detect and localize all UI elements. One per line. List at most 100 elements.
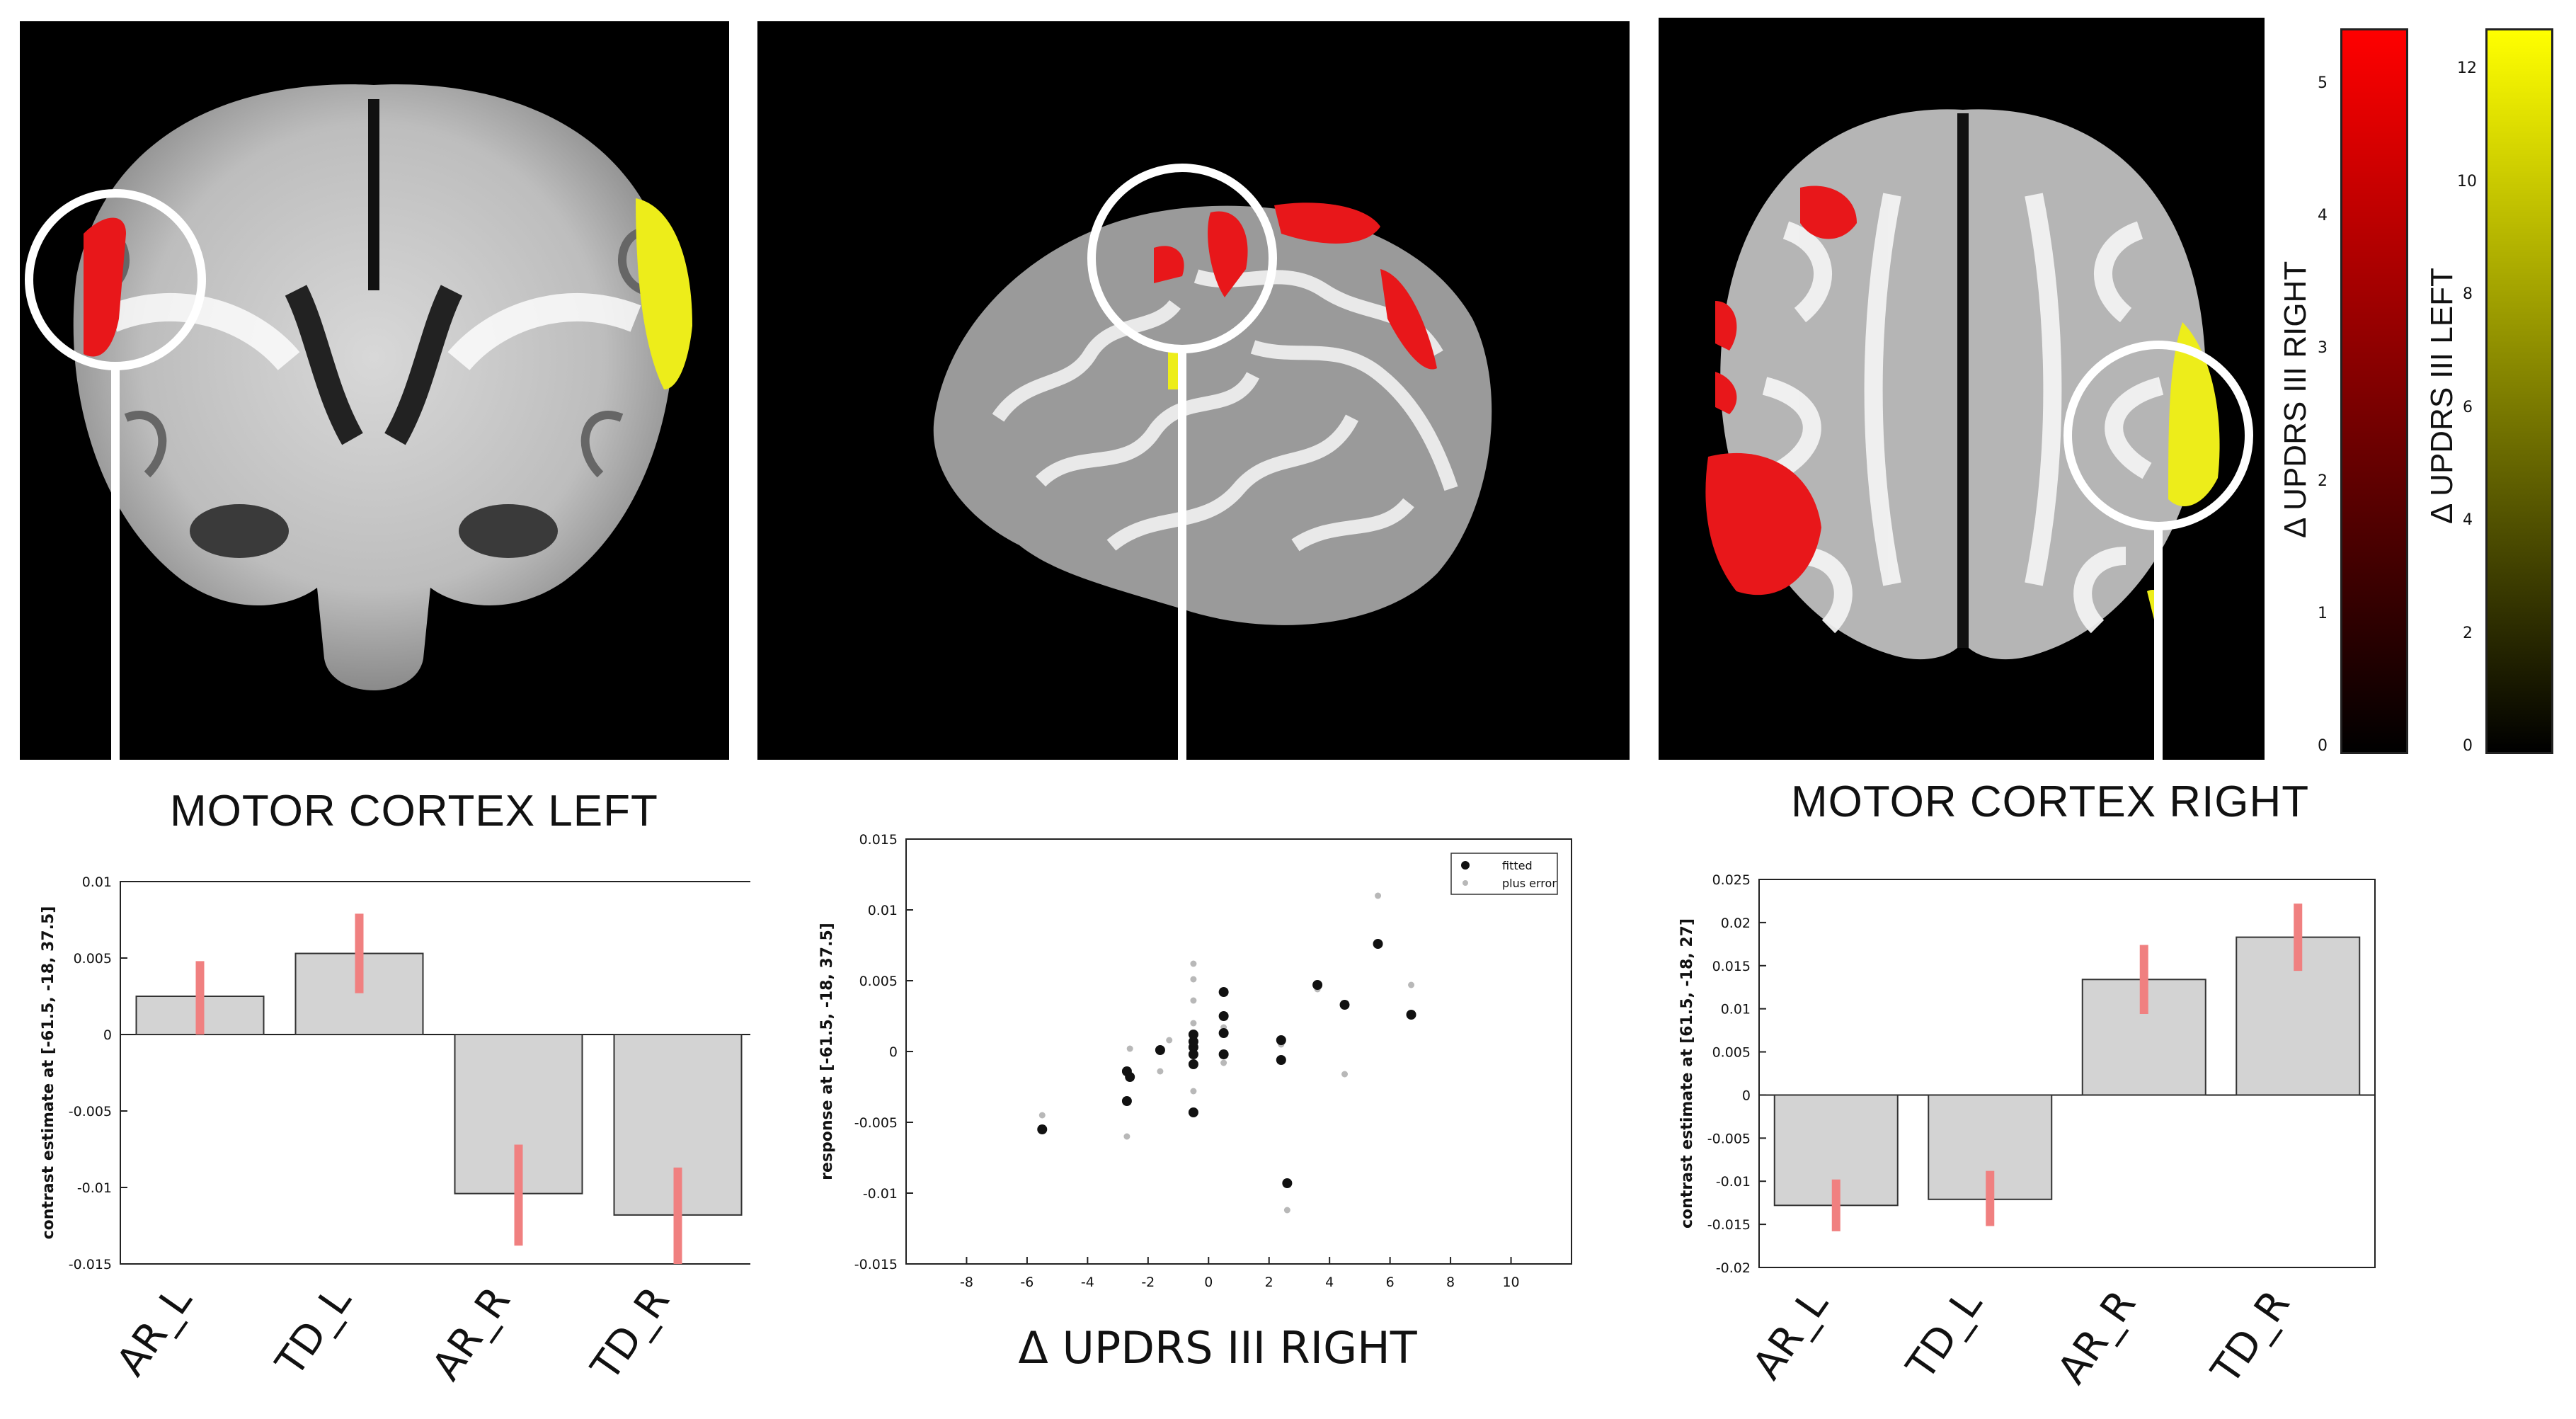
point-plus-error: [1283, 1207, 1290, 1214]
colorbar-tick-label: 12: [2457, 59, 2477, 78]
colorbar-tick-label: 2: [2318, 472, 2328, 490]
y-axis-label: contrast estimate at [61.5, -18, 27]: [1678, 918, 1696, 1229]
x-category-label: AR_R: [2049, 1282, 2145, 1392]
x-tick-label: 2: [1265, 1275, 1273, 1290]
y-tick-label: 0.02: [1721, 916, 1751, 931]
point-plus-error: [1157, 1068, 1164, 1075]
point-plus-error: [1408, 981, 1415, 988]
y-tick-label: -0.005: [854, 1115, 898, 1131]
point-fitted: [1121, 1096, 1132, 1106]
colorbar-yellow: [2485, 28, 2553, 754]
y-tick-label: 0.015: [859, 832, 898, 848]
point-fitted: [1276, 1055, 1286, 1065]
colorbar-tick-label: 6: [2463, 398, 2473, 416]
x-category-label: TD_L: [1898, 1282, 1991, 1389]
plot-frame: [1758, 879, 2376, 1268]
colorbar-tick-label: 2: [2463, 624, 2473, 642]
y-tick-label: 0: [1742, 1088, 1751, 1103]
x-tick-label: 8: [1446, 1275, 1455, 1290]
colorbar-yellow-label: Δ UPDRS III LEFT: [2425, 268, 2459, 524]
colorbar-tick-label: 10: [2457, 172, 2477, 190]
sagittal-brain-panel: [757, 21, 1630, 760]
y-tick-label: 0.025: [1712, 872, 1751, 888]
legend-label-fitted: fitted: [1502, 859, 1533, 872]
caption-motor-cortex-left: MOTOR CORTEX LEFT: [170, 787, 658, 836]
activation-yellow-axial: [2168, 322, 2220, 506]
point-plus-error: [1190, 976, 1197, 983]
x-category-label: TD_R: [2202, 1282, 2299, 1393]
caption-motor-cortex-right: MOTOR CORTEX RIGHT: [1791, 777, 2310, 826]
activation-red-left: [84, 217, 126, 357]
point-fitted: [1037, 1124, 1048, 1134]
x-category-label: TD_R: [582, 1279, 679, 1389]
legend-box: [1450, 853, 1558, 895]
x-tick-label: -4: [1081, 1275, 1094, 1290]
point-fitted: [1218, 1011, 1229, 1021]
y-tick-label: 0: [103, 1027, 112, 1043]
y-tick-label: 0.015: [1712, 959, 1751, 974]
point-fitted: [1218, 987, 1229, 997]
point-fitted: [1373, 939, 1383, 949]
y-tick-label: -0.015: [69, 1257, 112, 1272]
activation-red-axial: [1800, 186, 1857, 239]
colorbar-tick-label: 5: [2318, 74, 2328, 92]
point-plus-error: [1190, 1020, 1197, 1027]
legend-label-plus-error: plus error: [1502, 877, 1557, 890]
x-category-label: AR_R: [423, 1279, 520, 1389]
point-fitted: [1188, 1107, 1198, 1117]
x-category-label: AR_L: [1744, 1282, 1837, 1388]
colorbar-tick-label: 1: [2318, 604, 2328, 622]
colorbar-red-label: Δ UPDRS III RIGHT: [2278, 261, 2313, 538]
colorbar-tick-label: 3: [2318, 339, 2328, 358]
y-tick-label: -0.01: [863, 1186, 898, 1202]
point-fitted: [1188, 1059, 1198, 1069]
point-fitted: [1218, 1028, 1229, 1038]
y-tick-label: -0.005: [1707, 1131, 1751, 1146]
point-plus-error: [1126, 1045, 1133, 1052]
axial-brain-panel: [1659, 18, 2265, 760]
point-plus-error: [1375, 892, 1382, 899]
point-plus-error: [1166, 1037, 1173, 1044]
point-fitted: [1276, 1035, 1286, 1045]
colorbar-tick-label: 0: [2318, 737, 2328, 755]
x-tick-label: 6: [1386, 1275, 1395, 1290]
bar-chart-right: 0.025 0.02 0.015 0.01 0.005 0 -0.005 -0.01 -0.01…: [1678, 872, 2376, 1393]
point-fitted: [1188, 1037, 1198, 1047]
legend-marker-fitted: [1461, 861, 1470, 870]
y-tick-label: 0.005: [1712, 1045, 1751, 1061]
point-fitted: [1155, 1045, 1165, 1055]
colorbar-tick-label: 4: [2463, 511, 2473, 530]
point-plus-error: [1038, 1112, 1046, 1119]
y-tick-label: 0: [889, 1044, 898, 1060]
bar-chart-left: 0.01 0.005 0 -0.005 -0.01 -0.015 AR_L TD_L AR_R T…: [40, 874, 750, 1389]
colorbar-tick-label: 0: [2463, 737, 2473, 755]
y-tick-label: 0.01: [82, 874, 112, 890]
x-tick-label: 0: [1204, 1275, 1213, 1290]
x-tick-label: 10: [1502, 1275, 1519, 1290]
plot-frame: [120, 881, 750, 1265]
x-axis-label: Δ UPDRS III RIGHT: [1018, 1322, 1417, 1374]
y-axis-label: response at [-61.5, -18, 37.5]: [818, 923, 836, 1180]
x-tick-label: -2: [1141, 1275, 1155, 1290]
x-tick-label: -6: [1020, 1275, 1034, 1290]
y-axis-label: contrast estimate at [-61.5, -18, 37.5]: [40, 906, 57, 1240]
point-fitted: [1218, 1049, 1229, 1059]
y-tick-label: 0.01: [1721, 1002, 1751, 1018]
plot-frame: [905, 838, 1572, 1265]
activation-red-sagittal: [1154, 246, 1184, 283]
y-tick-label: -0.02: [1716, 1260, 1751, 1276]
point-fitted: [1188, 1030, 1198, 1039]
y-tick-label: -0.015: [1707, 1217, 1751, 1233]
legend-marker-plus-error: [1462, 880, 1468, 886]
x-category-label: AR_L: [108, 1279, 200, 1384]
point-plus-error: [1190, 1088, 1197, 1095]
point-fitted: [1406, 1010, 1416, 1020]
point-fitted: [1312, 980, 1323, 990]
y-tick-label: 0.01: [868, 903, 898, 918]
point-plus-error: [1341, 1071, 1349, 1078]
activation-yellow-right: [636, 198, 692, 389]
colorbar-red: [2340, 28, 2408, 754]
y-tick-label: -0.01: [1716, 1174, 1751, 1190]
point-fitted: [1282, 1178, 1293, 1188]
coronal-brain-panel: [20, 21, 729, 760]
